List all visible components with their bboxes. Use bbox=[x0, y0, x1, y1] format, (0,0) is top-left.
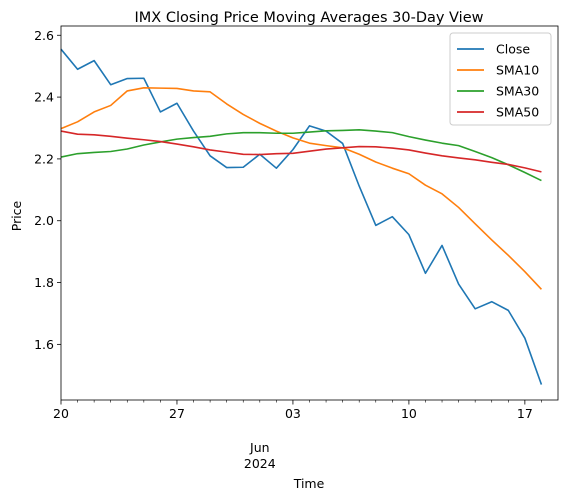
series-line-sma10 bbox=[60, 87, 543, 290]
y-tick-label: 2.2 bbox=[34, 151, 54, 166]
y-axis: 1.6 1.8 2.0 2.2 2.4 2.6 bbox=[34, 28, 61, 352]
x-sublabel-month: Jun bbox=[249, 440, 270, 455]
x-sublabel-year: 2024 bbox=[244, 456, 276, 471]
plot-lines bbox=[60, 48, 543, 385]
x-tick-label: 03 bbox=[285, 406, 301, 421]
y-tick-label: 1.8 bbox=[34, 275, 54, 290]
legend-box bbox=[449, 32, 552, 126]
x-tick-label: 10 bbox=[401, 406, 417, 421]
x-tick-label: 17 bbox=[517, 406, 533, 421]
series-line-sma50 bbox=[60, 130, 542, 173]
legend-label-sma10: SMA10 bbox=[496, 63, 539, 78]
series-line-sma30 bbox=[60, 129, 542, 182]
y-tick-label: 2.4 bbox=[34, 90, 54, 105]
x-tick-label: 20 bbox=[53, 406, 69, 421]
x-axis: 20 27 03 10 17 bbox=[53, 400, 542, 421]
x-tick-label: 27 bbox=[169, 406, 185, 421]
x-axis-label: Time bbox=[293, 476, 325, 491]
y-tick-label: 2.0 bbox=[34, 213, 54, 228]
legend-label-sma30: SMA30 bbox=[496, 84, 539, 99]
legend-label-close: Close bbox=[496, 42, 530, 57]
y-axis-label: Price bbox=[9, 200, 24, 231]
y-tick-label: 2.6 bbox=[34, 28, 54, 43]
y-tick-label: 1.6 bbox=[34, 337, 54, 352]
legend: Close SMA10 SMA30 SMA50 bbox=[449, 32, 552, 126]
series-line-close bbox=[60, 48, 543, 385]
legend-label-sma50: SMA50 bbox=[496, 105, 539, 120]
chart-title: IMX Closing Price Moving Averages 30-Day… bbox=[135, 10, 484, 26]
